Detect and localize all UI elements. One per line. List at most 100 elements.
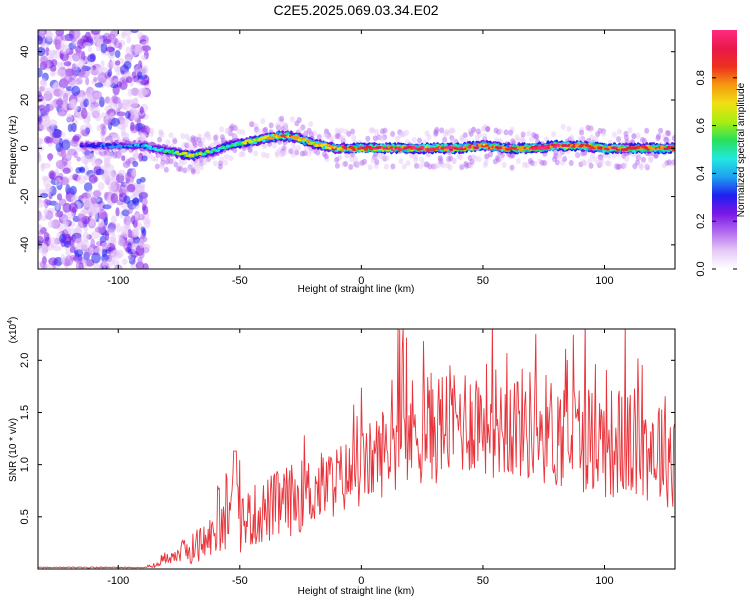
heatmap-cell: [159, 161, 165, 168]
heatmap-cell: [380, 153, 386, 160]
heatmap-cell: [283, 122, 289, 129]
heatmap-cell: [338, 135, 344, 142]
heatmap-cell: [141, 45, 152, 52]
heatmap-cell: [43, 87, 53, 95]
heatmap-cell: [69, 245, 76, 254]
heatmap-cell: [593, 135, 599, 142]
heatmap-cell: [550, 143, 556, 147]
heatmap-cell: [611, 152, 617, 159]
heatmap-cell: [531, 131, 537, 138]
heatmap-cell: [305, 139, 311, 143]
heatmap-cell: [147, 145, 153, 148]
heatmap-cell: [666, 159, 672, 166]
heatmap-cell: [71, 122, 77, 133]
heatmap-cell: [277, 123, 283, 130]
heatmap-cell: [48, 170, 56, 180]
heatmap-cell: [57, 97, 63, 109]
heatmap-cell: [80, 129, 89, 137]
heatmap-cell: [132, 197, 140, 206]
spectrogram-panel: -100 -50 0 50 100 -40 -20 0 20 40 Height of stra…: [8, 29, 676, 295]
heatmap-cell: [223, 159, 229, 166]
heatmap-cell: [186, 166, 192, 173]
heatmap-cell: [521, 161, 527, 168]
heatmap-cell: [443, 148, 449, 152]
heatmap-cell: [260, 118, 266, 125]
heatmap-cell: [560, 123, 566, 130]
heatmap-cell: [130, 30, 140, 34]
chart-title: C2E5.2025.069.03.34.E02: [273, 2, 438, 18]
heatmap-cell: [97, 72, 108, 84]
heatmap-cell: [434, 126, 440, 133]
heatmap-cell: [112, 96, 121, 105]
heatmap-cell: [470, 153, 476, 160]
heatmap-cell: [249, 121, 255, 128]
heatmap-cell: [70, 98, 78, 108]
heatmap-cell: [343, 160, 349, 167]
heatmap-cell: [76, 174, 87, 184]
x-tick-label: -50: [232, 575, 248, 587]
heatmap-cell: [132, 236, 141, 244]
heatmap-cell: [123, 195, 131, 205]
heatmap-cell: [553, 149, 559, 156]
heatmap-cell: [501, 162, 507, 169]
heatmap-cell: [117, 238, 126, 246]
heatmap-cell: [253, 150, 259, 157]
heatmap-cell: [413, 162, 419, 169]
y-tick-label: 2.0: [19, 353, 31, 368]
heatmap-cell: [109, 112, 115, 119]
heatmap-cell: [616, 136, 622, 143]
heatmap-cell: [150, 155, 156, 162]
heatmap-cell: [157, 136, 163, 143]
heatmap-cell: [100, 43, 108, 54]
heatmap-cell: [88, 174, 98, 184]
heatmap-cell: [134, 184, 142, 193]
heatmap-cell: [137, 256, 143, 264]
heatmap-cell: [390, 163, 396, 170]
heatmap-cell: [108, 98, 113, 109]
heatmap-cell: [514, 134, 520, 141]
heatmap-cell: [139, 238, 145, 249]
heatmap-cell: [636, 154, 642, 161]
heatmap-cell: [515, 157, 521, 164]
heatmap-cell: [81, 108, 88, 119]
heatmap-cell: [77, 38, 87, 49]
heatmap-cell: [92, 190, 102, 198]
heatmap-cell: [540, 144, 546, 148]
heatmap-cell: [72, 135, 80, 142]
heatmap-cell: [493, 127, 499, 134]
heatmap-cell: [111, 176, 116, 185]
heatmap-cell: [115, 66, 121, 77]
heatmap-cell: [86, 111, 91, 122]
heatmap-cell: [159, 131, 165, 138]
heatmap-cell: [144, 220, 151, 229]
heatmap-cell: [40, 162, 51, 169]
heatmap-cell: [95, 168, 105, 176]
x-tick-label: -50: [232, 275, 248, 287]
heatmap-cell: [215, 149, 221, 152]
heatmap-cell: [246, 139, 251, 142]
heatmap-cell: [110, 193, 119, 204]
heatmap-cell: [180, 133, 186, 140]
heatmap-cell: [83, 98, 89, 108]
heatmap-cell: [110, 214, 117, 224]
heatmap-cell: [46, 30, 54, 42]
heatmap-cell: [89, 217, 95, 226]
heatmap-cell: [121, 155, 126, 162]
heatmap-cell: [76, 156, 81, 162]
heatmap-cell: [43, 114, 51, 122]
heatmap-cell: [132, 160, 139, 168]
heatmap-cell: [90, 196, 97, 204]
heatmap-cell: [631, 133, 637, 140]
heatmap-cell: [219, 126, 225, 133]
spectrogram-x-ticks: -100 -50 0 50 100: [107, 30, 614, 287]
heatmap-cell: [411, 136, 417, 143]
heatmap-cell: [80, 154, 90, 165]
heatmap-cell: [443, 131, 449, 138]
heatmap-cell: [383, 163, 389, 170]
heatmap-cell: [308, 131, 314, 138]
x-tick-label: -100: [107, 275, 129, 287]
heatmap-cell: [85, 77, 90, 86]
heatmap-cell: [50, 71, 56, 77]
heatmap-cell: [131, 243, 137, 254]
heatmap-cell: [568, 159, 574, 166]
